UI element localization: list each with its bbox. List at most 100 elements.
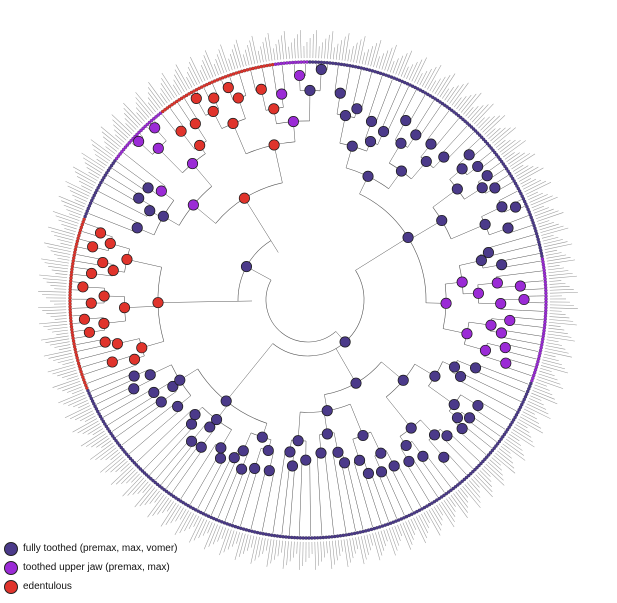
tip-label-mark — [500, 445, 511, 454]
tip-label-mark — [300, 30, 302, 59]
branch — [385, 396, 412, 429]
ancestral-node-upper — [504, 314, 516, 327]
branch-arc — [215, 182, 283, 224]
tip-label-mark — [55, 273, 68, 275]
tip-label-mark — [278, 39, 282, 60]
ancestral-node-fully — [186, 435, 198, 447]
tip-state-upper — [285, 61, 289, 65]
branch — [409, 90, 417, 104]
branch — [366, 72, 372, 90]
ancestral-node-fully — [472, 160, 484, 173]
branch — [326, 467, 335, 535]
tip-label-mark — [547, 336, 575, 342]
tip-label-mark — [125, 123, 135, 132]
tip-label-mark — [434, 76, 446, 95]
tip-label-mark — [236, 532, 241, 544]
tip-state-fully — [308, 60, 312, 64]
tip-label-mark — [360, 536, 367, 560]
ancestral-node-fully — [144, 205, 156, 217]
tip-label-mark — [95, 445, 115, 461]
tip-label-mark — [350, 45, 354, 62]
tip-state-fully — [278, 534, 282, 539]
ancestral-node-fully — [451, 183, 463, 195]
tip-label-mark — [548, 327, 565, 331]
ancestral-node-fully — [456, 163, 468, 175]
tip-state-upper — [544, 288, 548, 293]
tip-label-mark — [111, 114, 133, 134]
ancestral-node-upper — [495, 327, 507, 339]
tip-label-mark — [186, 76, 193, 88]
tip-label-mark — [135, 107, 148, 120]
ancestral-node-fully — [133, 192, 145, 204]
tip-state-fully — [341, 533, 346, 538]
branch — [348, 67, 351, 76]
ancestral-node-edent — [189, 118, 201, 130]
tip-label-mark — [462, 486, 481, 508]
tip-label-mark — [174, 69, 188, 91]
tip-label-mark — [160, 83, 173, 100]
legend-label: toothed upper jaw (premax, max) — [23, 562, 170, 573]
tip-label-mark — [142, 483, 151, 493]
ancestral-node-fully — [448, 398, 460, 411]
ancestral-node-fully — [438, 151, 450, 163]
tip-state-fully — [117, 443, 122, 447]
ancestral-node-edent — [255, 83, 267, 95]
tip-label-mark — [355, 537, 359, 550]
tip-state-fully — [311, 60, 315, 64]
tip-label-mark — [525, 182, 552, 195]
ancestral-node-edent — [111, 338, 123, 350]
tip-label-mark — [85, 433, 107, 447]
tip-label-mark — [549, 280, 562, 282]
tip-state-fully — [464, 475, 469, 480]
tip-label-mark — [166, 501, 174, 512]
branch — [519, 260, 541, 265]
tip-label-mark — [267, 32, 273, 61]
ancestral-node-fully — [339, 110, 351, 122]
ancestral-node-fully — [204, 421, 216, 433]
tip-state-upper — [542, 268, 546, 273]
tip-label-mark — [52, 211, 80, 221]
tip-state-edent — [170, 102, 174, 107]
ancestral-node-fully — [479, 218, 491, 230]
tip-label-mark — [504, 152, 515, 160]
tip-state-fully — [537, 243, 542, 247]
tip-state-upper — [282, 61, 286, 65]
tip-label-mark — [137, 481, 149, 494]
tip-label-mark — [546, 342, 563, 346]
tip-state-upper — [542, 265, 546, 270]
branch — [383, 79, 393, 103]
tip-label-mark — [235, 39, 244, 67]
tip-state-fully — [351, 64, 355, 68]
tip-label-mark — [74, 410, 93, 421]
tip-label-mark — [221, 527, 227, 540]
tip-label-mark — [179, 508, 187, 520]
branch — [417, 100, 435, 126]
tip-label-mark — [549, 316, 570, 319]
branch — [79, 239, 84, 241]
tip-state-fully — [465, 121, 469, 125]
branch — [452, 125, 468, 142]
tip-label-mark — [538, 373, 558, 381]
tip-label-mark — [418, 515, 429, 534]
tip-state-edent — [70, 327, 74, 332]
tip-label-mark — [223, 529, 232, 553]
tip-label-mark — [543, 353, 556, 358]
tip-label-mark — [518, 167, 544, 182]
branch — [344, 75, 349, 95]
tip-state-fully — [537, 240, 541, 244]
ancestral-node-edent — [207, 105, 219, 117]
tip-label-mark — [100, 447, 117, 461]
tip-label-mark — [488, 127, 501, 140]
tip-label-mark — [88, 171, 100, 179]
tip-state-edent — [73, 247, 78, 252]
tip-label-mark — [51, 329, 68, 333]
tip-state-fully — [440, 101, 445, 106]
branch — [98, 191, 139, 213]
tip-label-mark — [90, 442, 113, 460]
tip-label-mark — [115, 134, 125, 143]
branch — [136, 426, 175, 463]
branch — [500, 309, 523, 311]
ancestral-node-edent — [85, 297, 97, 309]
tip-state-upper — [149, 118, 154, 123]
tip-state-fully — [348, 64, 352, 68]
